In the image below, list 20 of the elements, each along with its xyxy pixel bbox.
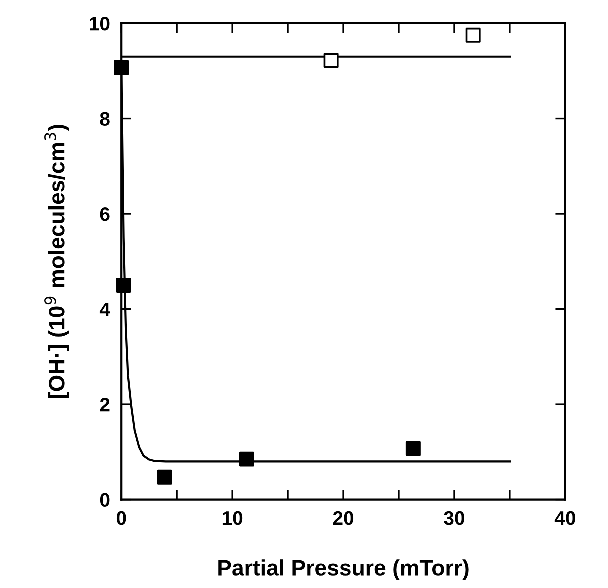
point (114, 60, 130, 76)
y-tick-label: 6 (100, 208, 110, 222)
y-tick-label: 2 (100, 398, 110, 412)
x-tick-label: 20 (333, 511, 354, 526)
point (466, 28, 481, 43)
x-tick-label: 40 (554, 511, 576, 526)
x-tick-label: 30 (444, 511, 464, 526)
y-tick-label: 4 (100, 302, 110, 316)
point (116, 278, 132, 293)
x-axis-title: Partial Pressure (mTorr) (218, 560, 469, 580)
point (324, 53, 339, 68)
x-tick-label: 10 (222, 511, 243, 526)
y-axis-title: [OH·] (10$^{9}$ molecules/cm$^{3}$) (44, 124, 70, 398)
y-tick-label: 10 (90, 16, 110, 31)
point (239, 452, 254, 467)
y-tick-label: 0 (100, 493, 110, 508)
point (157, 470, 172, 485)
x-tick-label: 0 (116, 511, 126, 526)
point (406, 441, 421, 456)
y-tick-label: 8 (100, 112, 110, 126)
